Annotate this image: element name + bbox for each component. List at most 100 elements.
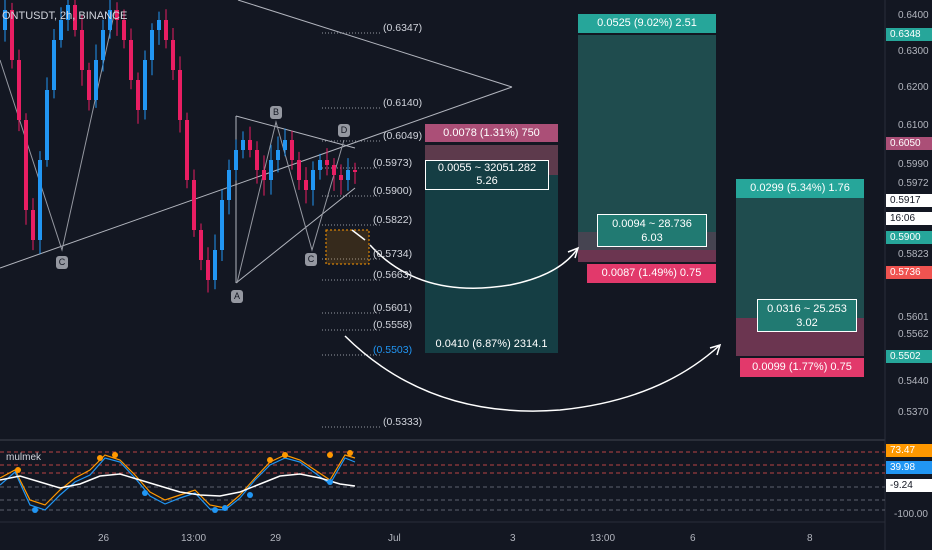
position3-ratio-box: 0.0316 ~ 25.253 3.02 — [757, 299, 857, 332]
price-tag: 0.5900 — [886, 231, 932, 244]
wave-label-c: C — [305, 253, 317, 266]
candle-body — [283, 140, 287, 150]
fib-label: (0.5973) — [373, 157, 413, 169]
indicator-value-tag: 73.47 — [886, 444, 932, 457]
position2-ratio-line2: 6.03 — [641, 232, 663, 244]
candle-body — [339, 175, 343, 180]
candle-body — [227, 170, 231, 200]
candle-body — [269, 160, 273, 180]
position3-ratio-line1: 0.0316 ~ 25.253 — [767, 303, 847, 315]
price-tick: 0.6200 — [898, 82, 929, 93]
time-tick: 13:00 — [181, 533, 207, 544]
price-tag: 0.6348 — [886, 28, 932, 41]
position1-ratio-line2: 5.26 — [476, 175, 498, 187]
position2-target-zone — [578, 35, 716, 232]
indicator-value-tag: 39.98 — [886, 461, 932, 474]
position1-ratio-box: 0.0055 ~ 32051.282 5.26 — [425, 160, 549, 190]
time-tick: 13:00 — [590, 533, 616, 544]
fib-lines — [322, 32, 380, 428]
candle-body — [150, 30, 154, 60]
price-tag: 0.6050 — [886, 137, 932, 150]
fib-label: (0.6140) — [383, 97, 423, 109]
candle-body — [290, 140, 294, 160]
fib-label: (0.5558) — [373, 319, 413, 331]
candle-body — [171, 40, 175, 70]
price-tick: 0.6400 — [898, 10, 929, 21]
fib-label: (0.5734) — [373, 248, 413, 260]
candle-body — [94, 60, 98, 100]
candle-body — [220, 200, 224, 250]
candle-body — [17, 60, 21, 120]
price-tag: 0.5502 — [886, 350, 932, 363]
candle-body — [325, 160, 329, 165]
fib-label: (0.5822) — [373, 214, 413, 226]
price-tick: 0.5823 — [898, 249, 929, 260]
position2-ratio-box: 0.0094 ~ 28.736 6.03 — [597, 214, 707, 247]
candle-body — [164, 20, 168, 40]
candle-body — [24, 120, 28, 210]
price-tick: 0.5601 — [898, 312, 929, 323]
position2-ratio-line1: 0.0094 ~ 28.736 — [612, 218, 692, 230]
fib-label: (0.6049) — [383, 130, 423, 142]
wave-label-b: B — [270, 106, 282, 119]
position2-stop-label: 0.0087 (1.49%) 0.75 — [587, 264, 716, 283]
fib-label: (0.5503) — [373, 344, 413, 356]
indicator-tick: -100.00 — [894, 509, 928, 520]
position3-stop-label: 0.0099 (1.77%) 0.75 — [740, 358, 864, 377]
time-tick: 3 — [510, 533, 516, 544]
position3-target-zone — [736, 198, 864, 318]
position1-ratio-line1: 0.0055 ~ 32051.282 — [437, 162, 537, 174]
triangle-drawing — [0, 0, 513, 269]
fib-label: (0.5663) — [373, 269, 413, 281]
candle-body — [108, 10, 112, 30]
wave-label-c: C — [56, 256, 68, 269]
arrow-curves — [344, 244, 722, 412]
oscillator-pane — [0, 450, 885, 513]
candle-body — [248, 140, 252, 150]
candle-body — [332, 165, 336, 175]
price-tag: 0.5736 — [886, 266, 932, 279]
indicator-value-tag: -9.24 — [886, 479, 932, 492]
price-tag: 16:06 — [886, 212, 932, 225]
position1-stop-label: 0.0078 (1.31%) 750 — [425, 124, 558, 142]
candle-body — [66, 5, 70, 20]
candle-body — [101, 30, 105, 60]
time-tick: 8 — [807, 533, 813, 544]
fib-label: (0.5601) — [373, 302, 413, 314]
candle-body — [59, 20, 63, 40]
price-tick: 0.5562 — [898, 329, 929, 340]
price-tick: 0.6100 — [898, 120, 929, 131]
time-tick: 6 — [690, 533, 696, 544]
candles — [3, 0, 357, 293]
wave-label-a: A — [231, 290, 243, 303]
candle-body — [241, 140, 245, 150]
candle-body — [276, 150, 280, 160]
candle-body — [3, 10, 7, 30]
candle-body — [45, 90, 49, 160]
symbol-header[interactable]: ONTUSDT, 2h, BINANCE — [2, 10, 128, 22]
candle-body — [297, 160, 301, 180]
candle-body — [122, 20, 126, 40]
price-tag: 0.5917 — [886, 194, 932, 207]
position3-target-label: 0.0299 (5.34%) 1.76 — [736, 179, 864, 198]
candle-body — [213, 250, 217, 280]
candle-body — [304, 180, 308, 190]
indicator-name[interactable]: mulmek — [6, 452, 42, 463]
candle-body — [87, 70, 91, 100]
entry-zone-box — [325, 229, 370, 265]
position3-ratio-line2: 3.02 — [796, 317, 818, 329]
candle-body — [10, 10, 14, 60]
fib-label: (0.5333) — [383, 416, 423, 428]
candle-body — [129, 40, 133, 80]
time-tick: 26 — [98, 533, 110, 544]
candle-body — [262, 170, 266, 180]
position1-target-zone — [425, 175, 558, 353]
candle-body — [73, 5, 77, 30]
candle-body — [353, 170, 357, 172]
candle-body — [192, 180, 196, 230]
price-tick: 0.5370 — [898, 407, 929, 418]
price-tick: 0.5990 — [898, 159, 929, 170]
price-tick: 0.5972 — [898, 178, 929, 189]
fib-label: (0.5900) — [373, 185, 413, 197]
